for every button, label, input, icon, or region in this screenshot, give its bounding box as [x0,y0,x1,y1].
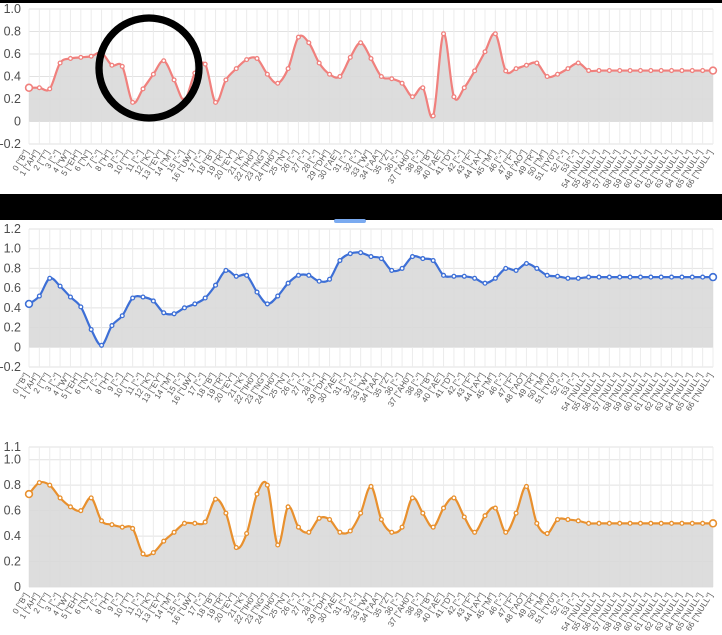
svg-text:0.4: 0.4 [4,529,21,543]
svg-text:0.6: 0.6 [4,504,21,518]
svg-text:0.6: 0.6 [4,47,21,61]
svg-text:0.4: 0.4 [4,301,21,315]
svg-text:1.0: 1.0 [4,242,21,256]
svg-text:0: 0 [14,340,21,354]
svg-text:1.0: 1.0 [4,453,21,467]
svg-text:0.8: 0.8 [4,478,21,492]
svg-text:0.2: 0.2 [4,92,21,106]
svg-text:-0.2: -0.2 [0,137,21,151]
svg-text:1.2: 1.2 [4,222,21,236]
svg-text:0.4: 0.4 [4,70,21,84]
svg-text:0.8: 0.8 [4,261,21,275]
svg-text:1.0: 1.0 [4,3,21,16]
svg-text:0.6: 0.6 [4,281,21,295]
svg-text:0.8: 0.8 [4,25,21,39]
svg-text:-0.2: -0.2 [0,360,21,374]
svg-text:0: 0 [14,580,21,594]
svg-text:0.2: 0.2 [4,321,21,335]
svg-text:0: 0 [14,115,21,129]
svg-text:0.2: 0.2 [4,555,21,569]
